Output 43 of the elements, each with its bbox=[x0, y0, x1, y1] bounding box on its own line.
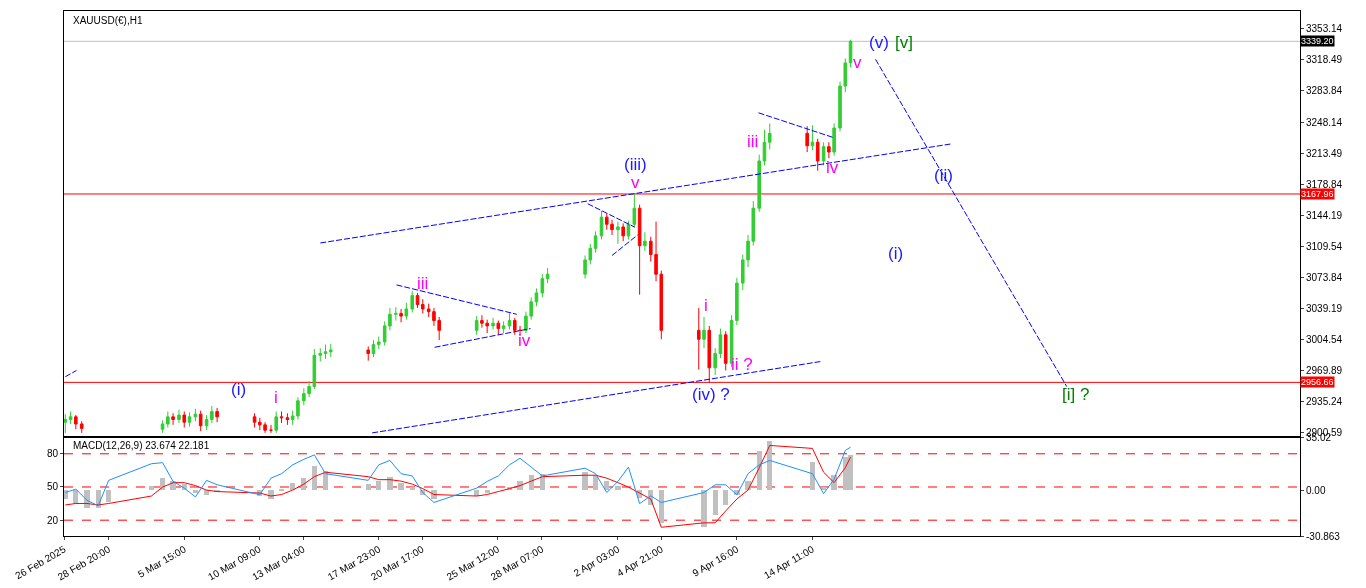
y-tick-label: 0.00 bbox=[1306, 484, 1326, 496]
ref-line-label: 3167.96 bbox=[1301, 189, 1334, 199]
y-tick-label: 3004.54 bbox=[1306, 334, 1343, 346]
x-tick-label: 5 Mar 15:00 bbox=[136, 543, 189, 580]
annotation: iv bbox=[518, 331, 531, 350]
annotation: (v) bbox=[869, 33, 889, 52]
y-tick-label: 3039.19 bbox=[1306, 303, 1343, 315]
annotation: [i] ? bbox=[1062, 385, 1090, 404]
x-tick-label: 14 Apr 11:00 bbox=[761, 543, 817, 582]
ref-line-label: 2956.66 bbox=[1301, 377, 1334, 387]
y-tick-label: 3213.49 bbox=[1306, 147, 1343, 159]
y-tick-label: 3318.49 bbox=[1306, 54, 1343, 66]
annotation: v bbox=[631, 173, 640, 192]
y2-tick-label: 50 bbox=[46, 481, 59, 493]
annotation: iii bbox=[417, 274, 429, 293]
annotation: (ii) bbox=[934, 166, 953, 185]
y-tick-label: 2935.24 bbox=[1306, 395, 1343, 407]
y-tick-label: 3248.14 bbox=[1306, 117, 1343, 128]
annotation: [v] bbox=[895, 33, 913, 52]
annotation: v bbox=[853, 53, 862, 72]
chart-title: XAUUSD(€),H1 bbox=[73, 15, 143, 26]
annotation: ii ? bbox=[731, 355, 753, 374]
annotation: (i) bbox=[231, 380, 247, 399]
y2-tick-label: 20 bbox=[46, 514, 59, 526]
annotation: i bbox=[274, 388, 278, 407]
annotation: (i) bbox=[888, 244, 904, 263]
y-tick-label: 2969.89 bbox=[1306, 365, 1343, 377]
y-tick-label: 3073.84 bbox=[1306, 272, 1343, 284]
ref-line-label: 3339.20 bbox=[1301, 36, 1334, 46]
y-tick-label: 3353.14 bbox=[1306, 23, 1343, 35]
annotation: (iii) bbox=[624, 155, 647, 174]
chart-title: MACD(12,26,9) 23.674 22.181 bbox=[73, 440, 210, 451]
annotation: iii bbox=[747, 132, 759, 151]
annotation: iv bbox=[826, 158, 839, 177]
x-tick-label: 9 Apr 16:00 bbox=[690, 543, 741, 579]
y-tick-label: 3144.19 bbox=[1306, 209, 1343, 221]
y-tick-label: 3109.54 bbox=[1306, 240, 1343, 252]
y2-tick-label: 80 bbox=[46, 448, 59, 460]
y-tick-label: 3178.84 bbox=[1306, 178, 1343, 190]
y-tick-label: -30.863 bbox=[1306, 530, 1341, 542]
annotation: i bbox=[704, 296, 708, 315]
annotation: (iv) ? bbox=[692, 385, 730, 404]
y-tick-label: 3283.84 bbox=[1306, 85, 1343, 97]
